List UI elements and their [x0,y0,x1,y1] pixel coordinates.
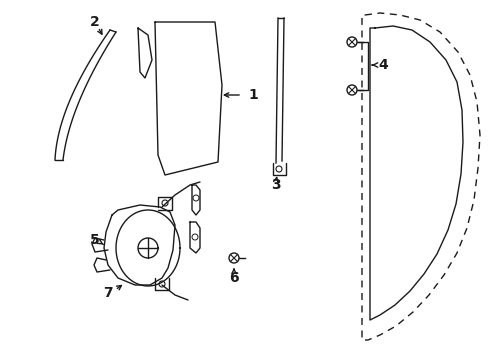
Text: 6: 6 [229,271,238,285]
Text: 1: 1 [247,88,257,102]
Text: 4: 4 [377,58,387,72]
Text: 3: 3 [271,178,280,192]
Text: 5: 5 [90,233,100,247]
Text: 7: 7 [103,286,113,300]
Text: 2: 2 [90,15,100,29]
